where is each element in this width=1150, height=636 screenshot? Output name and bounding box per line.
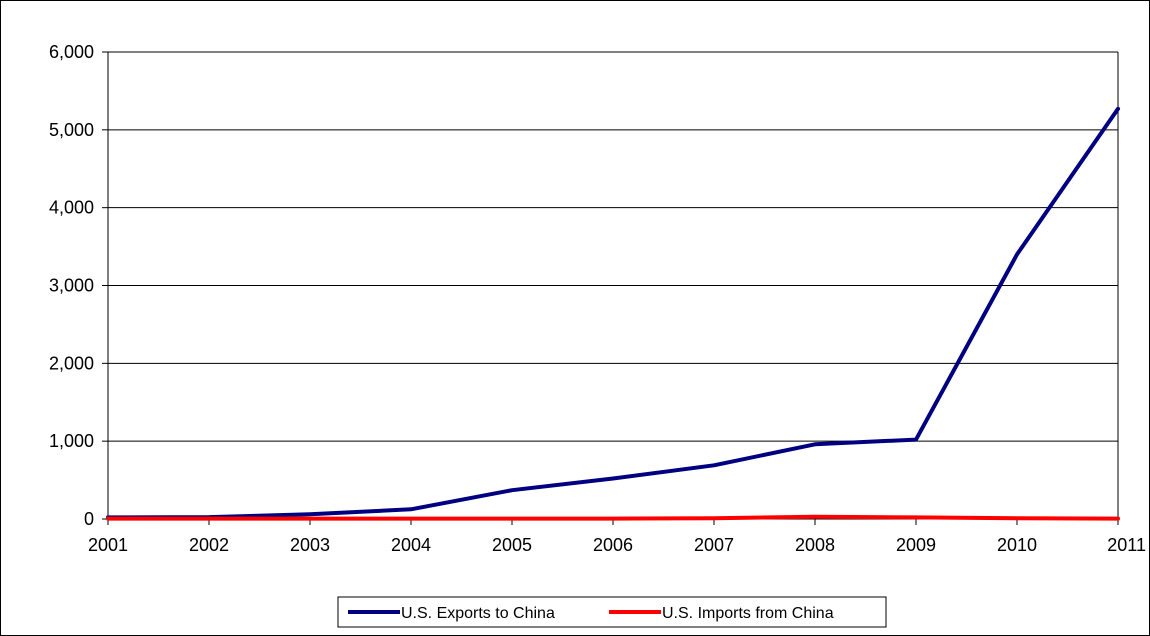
legend: U.S. Exports to China U.S. Imports from … <box>337 596 887 628</box>
axes <box>102 51 1119 525</box>
x-tick-label-2002: 2002 <box>189 535 229 555</box>
x-tick-label-2006: 2006 <box>593 535 633 555</box>
y-tick-label-4000: 4,000 <box>49 198 94 218</box>
series-0 <box>106 106 1120 520</box>
series-1 <box>106 514 1120 521</box>
y-tick-label-2000: 2,000 <box>49 353 94 373</box>
series-lines <box>106 106 1120 521</box>
x-tick-label-2009: 2009 <box>896 535 936 555</box>
y-tick-label-1000: 1,000 <box>49 431 94 451</box>
legend-label-exports: U.S. Exports to China <box>401 605 555 622</box>
x-tick-label-2007: 2007 <box>694 535 734 555</box>
legend-box <box>337 596 887 628</box>
x-tick-label-2005: 2005 <box>492 535 532 555</box>
y-tick-label-6000: 6,000 <box>49 42 94 62</box>
series-line-1 <box>106 514 1120 521</box>
x-axis-tick-labels: 2001 2002 2003 2004 2005 2006 2007 2008 2009 2010… <box>88 535 1146 555</box>
y-axis-tick-labels: 0 1,000 2,000 3,000 4,000 5,000 6,000 <box>49 42 94 529</box>
y-tick-label-3000: 3,000 <box>49 276 94 296</box>
x-tick-label-2001: 2001 <box>88 535 128 555</box>
x-tick-label-2011: 2011 <box>1107 535 1146 555</box>
series-line-0 <box>106 106 1120 520</box>
gridlines <box>108 51 1118 442</box>
legend-label-imports: U.S. Imports from China <box>662 605 834 622</box>
x-tick-label-2010: 2010 <box>997 535 1037 555</box>
x-tick-label-2004: 2004 <box>391 535 431 555</box>
x-tick-label-2003: 2003 <box>290 535 330 555</box>
x-tick-label-2008: 2008 <box>795 535 835 555</box>
y-tick-label-5000: 5,000 <box>49 120 94 140</box>
y-tick-label-0: 0 <box>84 509 94 529</box>
